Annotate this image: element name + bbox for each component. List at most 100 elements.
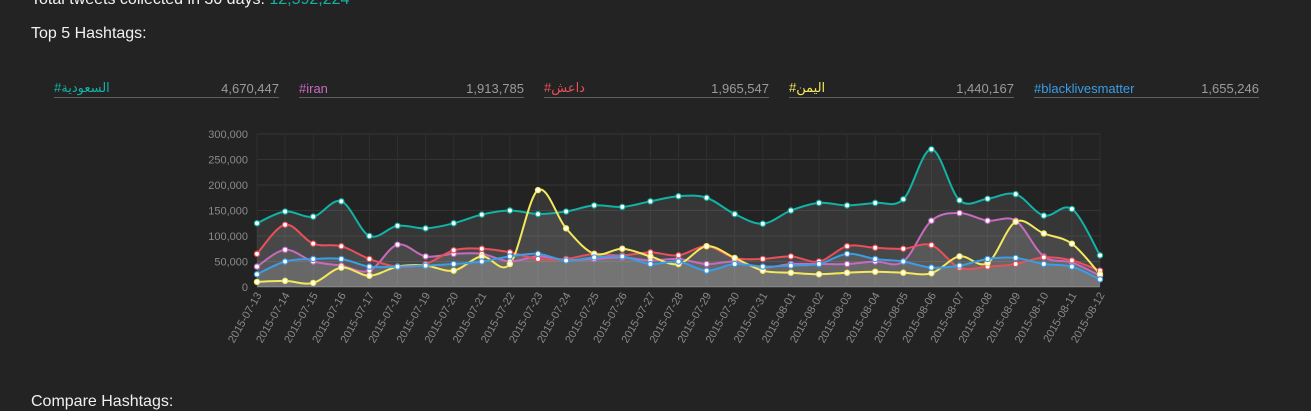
data-point	[450, 247, 457, 254]
data-point	[843, 269, 851, 276]
data-point	[562, 257, 570, 264]
data-point	[984, 195, 991, 202]
data-point	[366, 263, 373, 270]
data-point	[815, 271, 823, 278]
data-point	[338, 242, 345, 250]
data-point	[366, 232, 373, 240]
data-point	[422, 225, 429, 232]
legend-item-4[interactable]: #اليمن 1,440,167	[789, 79, 1014, 98]
data-point	[281, 277, 289, 285]
legend-count-1: 4,670,447	[221, 80, 279, 96]
top-hashtags-title: Top 5 Hashtags:	[31, 25, 147, 42]
legend-item-2[interactable]: #iran 1,913,785	[299, 79, 524, 98]
data-point	[928, 146, 935, 153]
legend-tag-4: #اليمن	[789, 80, 826, 95]
data-point	[647, 253, 654, 260]
data-point	[956, 262, 963, 269]
data-point	[450, 267, 457, 274]
data-point	[703, 267, 710, 274]
data-point	[928, 270, 935, 277]
data-point	[338, 255, 345, 263]
data-point	[843, 260, 851, 268]
legend-tag-5: #blacklivesmatter	[1034, 80, 1135, 96]
data-point	[928, 264, 935, 271]
y-tick-label: 200,000	[208, 180, 248, 192]
total-tweets-value: 12,592,224	[269, 0, 349, 8]
data-point	[872, 199, 879, 207]
data-point	[1096, 271, 1104, 278]
data-point	[984, 217, 991, 224]
data-point	[1068, 263, 1076, 270]
y-tick-label: 150,000	[208, 206, 248, 218]
data-point	[1068, 257, 1076, 264]
data-point	[450, 220, 457, 227]
data-point	[366, 272, 373, 279]
data-point	[675, 258, 682, 265]
data-point	[1012, 254, 1019, 262]
data-point	[843, 250, 851, 258]
total-tweets-line: Total tweets collected in 30 days: 12,59…	[31, 0, 349, 9]
legend-count-5: 1,655,246	[1201, 80, 1259, 96]
total-tweets-label: Total tweets collected in 30 days:	[31, 0, 265, 8]
data-point	[1096, 276, 1104, 283]
data-point	[759, 220, 767, 227]
data-point	[1068, 240, 1076, 247]
data-point	[310, 279, 317, 287]
data-point	[900, 258, 907, 265]
data-point	[422, 253, 429, 260]
data-point	[1012, 218, 1019, 225]
data-point	[731, 260, 738, 268]
data-point	[281, 258, 289, 265]
data-point	[534, 210, 542, 218]
legend-item-5[interactable]: #blacklivesmatter 1,655,246	[1034, 79, 1259, 98]
data-point	[1040, 254, 1048, 261]
series-area-4	[257, 189, 1100, 287]
data-point	[759, 255, 767, 263]
data-point	[759, 263, 767, 270]
compare-hashtags-title: Compare Hashtags:	[31, 393, 174, 410]
data-point	[872, 268, 879, 275]
data-point	[619, 203, 626, 211]
data-point	[338, 264, 345, 271]
data-point	[281, 208, 289, 215]
data-point	[787, 269, 795, 276]
y-tick-label: 100,000	[208, 231, 248, 243]
y-tick-label: 0	[242, 282, 248, 294]
data-point	[366, 255, 373, 263]
data-point	[591, 202, 598, 209]
data-point	[478, 211, 485, 218]
data-point	[928, 217, 935, 224]
data-point	[253, 271, 261, 278]
legend-item-1[interactable]: #السعودية 4,670,447	[54, 79, 279, 98]
series-area-5	[257, 253, 1100, 287]
data-point	[731, 254, 738, 262]
data-point	[787, 262, 795, 269]
legend-item-3[interactable]: #داعش 1,965,547	[544, 79, 769, 98]
data-point	[1012, 190, 1019, 198]
data-point	[422, 262, 429, 269]
data-point	[619, 245, 626, 252]
data-point	[900, 196, 907, 203]
data-point	[843, 242, 851, 250]
data-point	[703, 260, 710, 268]
data-point	[900, 269, 907, 276]
data-point	[731, 210, 738, 218]
data-point	[1040, 230, 1048, 237]
data-point	[956, 197, 963, 204]
data-point	[394, 222, 401, 229]
data-point	[675, 252, 682, 259]
data-point	[310, 255, 317, 263]
data-point	[562, 208, 570, 215]
data-point	[815, 260, 823, 268]
data-point	[647, 260, 654, 268]
data-point	[787, 253, 795, 260]
y-tick-label: 300,000	[208, 129, 248, 141]
data-point	[675, 193, 682, 200]
data-point	[956, 209, 963, 217]
data-point	[281, 221, 289, 228]
data-point	[534, 255, 542, 263]
data-point	[1012, 260, 1019, 268]
data-point	[872, 255, 879, 263]
data-point	[310, 240, 317, 247]
data-point	[815, 199, 823, 207]
